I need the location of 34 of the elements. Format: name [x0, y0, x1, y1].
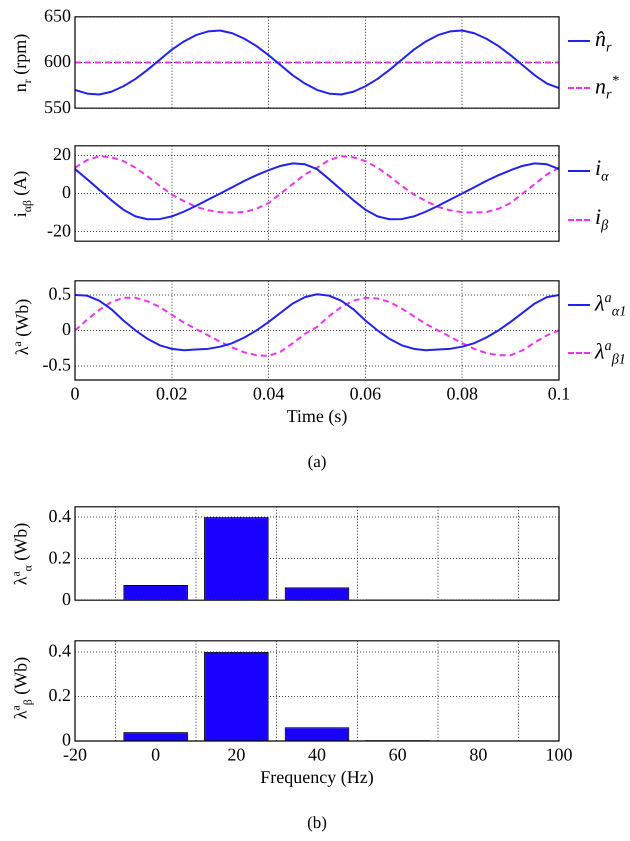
x-tick-label: 0.06: [350, 384, 382, 404]
x-tick-label: 0.04: [252, 384, 284, 404]
y-tick-label: 650: [44, 6, 71, 26]
y-tick-label: 0: [62, 730, 71, 750]
x-tick-label: 100: [546, 744, 572, 765]
y-tick-label: -20: [47, 220, 71, 240]
text: (b): [307, 813, 327, 833]
x-tick-label: 0.08: [446, 384, 478, 404]
y-tick-label: 0.2: [48, 685, 71, 706]
y-tick-label: 0: [62, 182, 71, 202]
y-tick-label: 20: [53, 144, 71, 164]
x-tick-label: 0.02: [156, 384, 188, 404]
y-tick-label: 550: [44, 96, 71, 117]
legend-label: i$_{β}$: [595, 204, 608, 235]
line-series: [75, 155, 559, 214]
y-tick-label: 0.4: [48, 640, 71, 661]
x-tick-label: 60: [388, 744, 407, 765]
y-tick-label: 0.4: [48, 506, 71, 526]
y-tick-label: -0.5: [42, 354, 71, 375]
x-tick-label: 0.1: [548, 384, 570, 404]
y-tick-label: 0.5: [48, 284, 71, 304]
x-tick-label: 40: [308, 744, 326, 765]
x-tick-label: 20: [227, 744, 246, 765]
y-tick-label: 600: [44, 51, 71, 72]
y-tick-label: 0.2: [48, 547, 71, 568]
x-tick-label: 80: [469, 744, 488, 765]
x-axis-title: Frequency (Hz): [260, 767, 374, 788]
y-tick-label: 0: [62, 588, 71, 609]
x-axis-title: Time (s): [286, 406, 348, 427]
legend-label: n̂$_{r}$: [595, 26, 612, 56]
y-tick-label: 0: [62, 319, 71, 340]
legend-label: i$_{α}$: [595, 155, 609, 186]
x-tick-label: 0: [151, 744, 160, 765]
text: (a): [308, 452, 326, 472]
